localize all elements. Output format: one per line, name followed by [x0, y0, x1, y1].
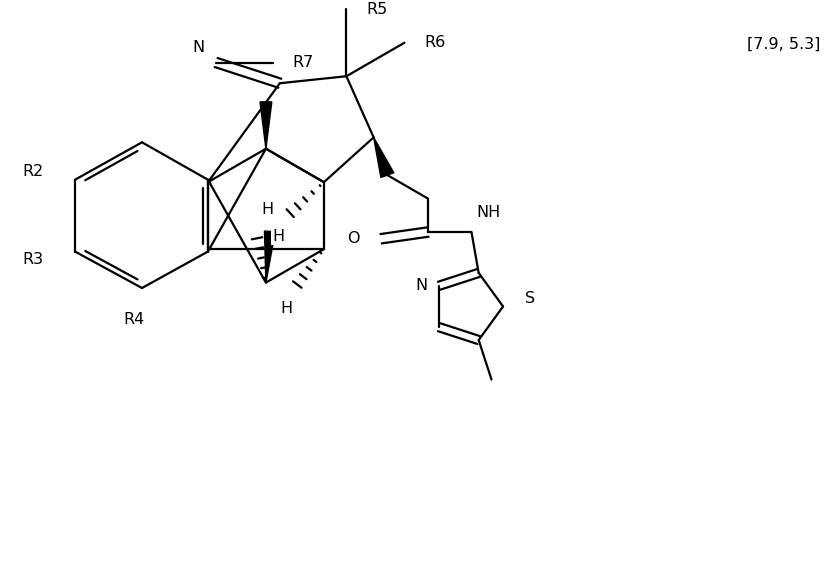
Text: R6: R6	[424, 35, 445, 50]
Text: R4: R4	[123, 312, 145, 327]
Polygon shape	[374, 137, 394, 177]
Text: H: H	[273, 229, 284, 244]
Text: O: O	[347, 231, 359, 246]
Text: S: S	[525, 291, 535, 306]
Polygon shape	[264, 231, 275, 282]
Text: R5: R5	[366, 2, 387, 17]
Text: R3: R3	[23, 252, 43, 267]
Text: N: N	[192, 40, 204, 55]
Text: H: H	[280, 301, 293, 316]
Text: R2: R2	[23, 164, 43, 179]
Polygon shape	[260, 102, 272, 149]
Text: R7: R7	[293, 55, 314, 70]
Text: N: N	[415, 278, 427, 293]
Text: H: H	[262, 202, 274, 217]
Text: [7.9, 5.3]: [7.9, 5.3]	[747, 36, 821, 52]
Text: NH: NH	[476, 205, 500, 220]
